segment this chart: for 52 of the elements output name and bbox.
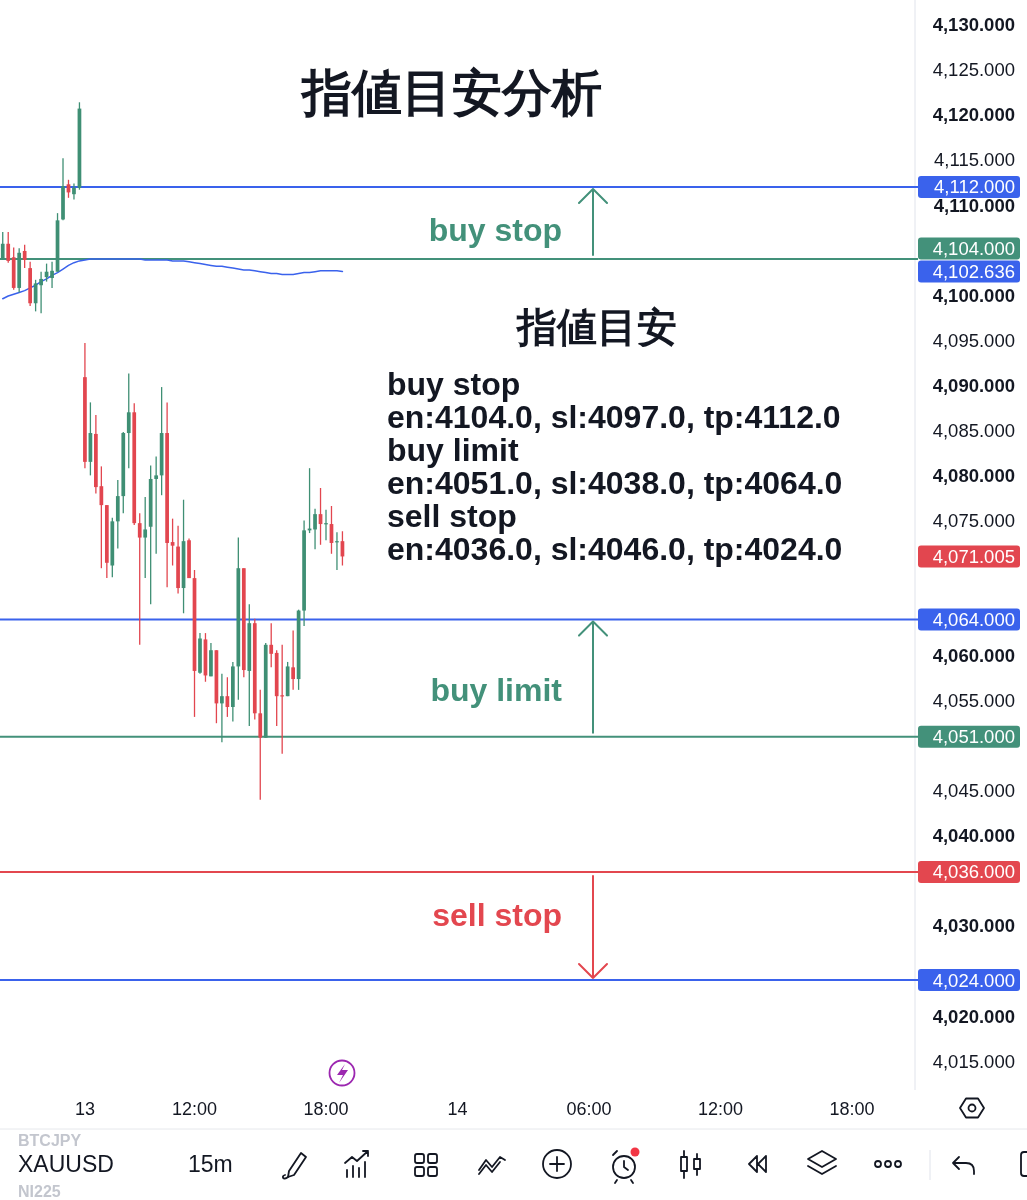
y-tick-label: 4,090.000: [932, 374, 1015, 396]
y-tick-label: 4,075.000: [932, 509, 1015, 531]
y-tick-label: 4,071.005: [932, 545, 1015, 567]
ref-line-label: 4,064.000: [932, 609, 1015, 631]
ref-line-label: 4,036.000: [932, 861, 1015, 883]
y-tick-label: 4,102.636: [932, 260, 1015, 282]
x-tick-label: 06:00: [566, 1098, 612, 1119]
y-tick-label: 4,040.000: [932, 825, 1015, 847]
y-tick-label: 4,095.000: [932, 329, 1015, 351]
text: 15m: [188, 1151, 233, 1177]
annotation: sell stop: [387, 498, 517, 534]
ref-line-label: 4,104.000: [932, 237, 1015, 259]
x-tick-label: 18:00: [829, 1098, 875, 1119]
text: XAUUSD: [18, 1151, 114, 1177]
price-badge: 4,036.000: [918, 860, 1020, 883]
y-tick-label: 4,060.000: [932, 645, 1015, 667]
price-badge: 4,024.000: [918, 969, 1020, 992]
y-tick-label: 4,020.000: [932, 1005, 1015, 1027]
price-badge: 4,071.005: [918, 545, 1020, 568]
y-tick-label: 4,080.000: [932, 464, 1015, 486]
x-tick-label: 12:00: [171, 1098, 218, 1119]
x-tick-label: 18:00: [303, 1098, 349, 1119]
y-tick-label: 4,045.000: [932, 780, 1015, 802]
text: 指値目安: [515, 305, 677, 349]
y-tick-label: 4,015.000: [932, 1050, 1015, 1072]
annotation: buy stop: [428, 212, 562, 249]
price-badge: 4,112.000: [918, 176, 1020, 198]
y-tick-label: 4,100.000: [932, 284, 1015, 306]
y-tick-label: 4,120.000: [932, 104, 1015, 126]
y-tick-label: 4,125.000: [932, 59, 1015, 81]
annotation: buy stop: [387, 366, 521, 402]
text: BTCJPY: [18, 1132, 82, 1149]
annotation: buy limit: [387, 432, 519, 468]
ref-line-label: 4,051.000: [932, 726, 1015, 748]
y-tick-label: 4,085.000: [932, 419, 1015, 441]
y-tick-label: 4,115.000: [934, 149, 1015, 171]
ref-line-label: 4,112.000: [934, 176, 1015, 198]
x-tick-label: 14: [447, 1098, 468, 1119]
price-badge: 4,104.000: [918, 237, 1020, 260]
y-tick-label: 4,030.000: [932, 915, 1015, 937]
price-badge: 4,102.636: [918, 260, 1020, 283]
annotation: buy limit: [430, 671, 563, 708]
y-tick-label: 4,130.000: [932, 14, 1015, 36]
text: 指値目安分析: [300, 65, 602, 121]
price-badge: 4,064.000: [918, 608, 1020, 631]
annotation: sell stop: [432, 897, 562, 934]
text: NI225: [18, 1183, 61, 1200]
price-badge: 4,051.000: [918, 725, 1020, 748]
x-tick-label: 13: [74, 1098, 95, 1119]
y-tick-label: 4,055.000: [932, 690, 1015, 712]
x-tick-label: 12:00: [697, 1098, 744, 1119]
ref-line-label: 4,024.000: [932, 969, 1015, 991]
